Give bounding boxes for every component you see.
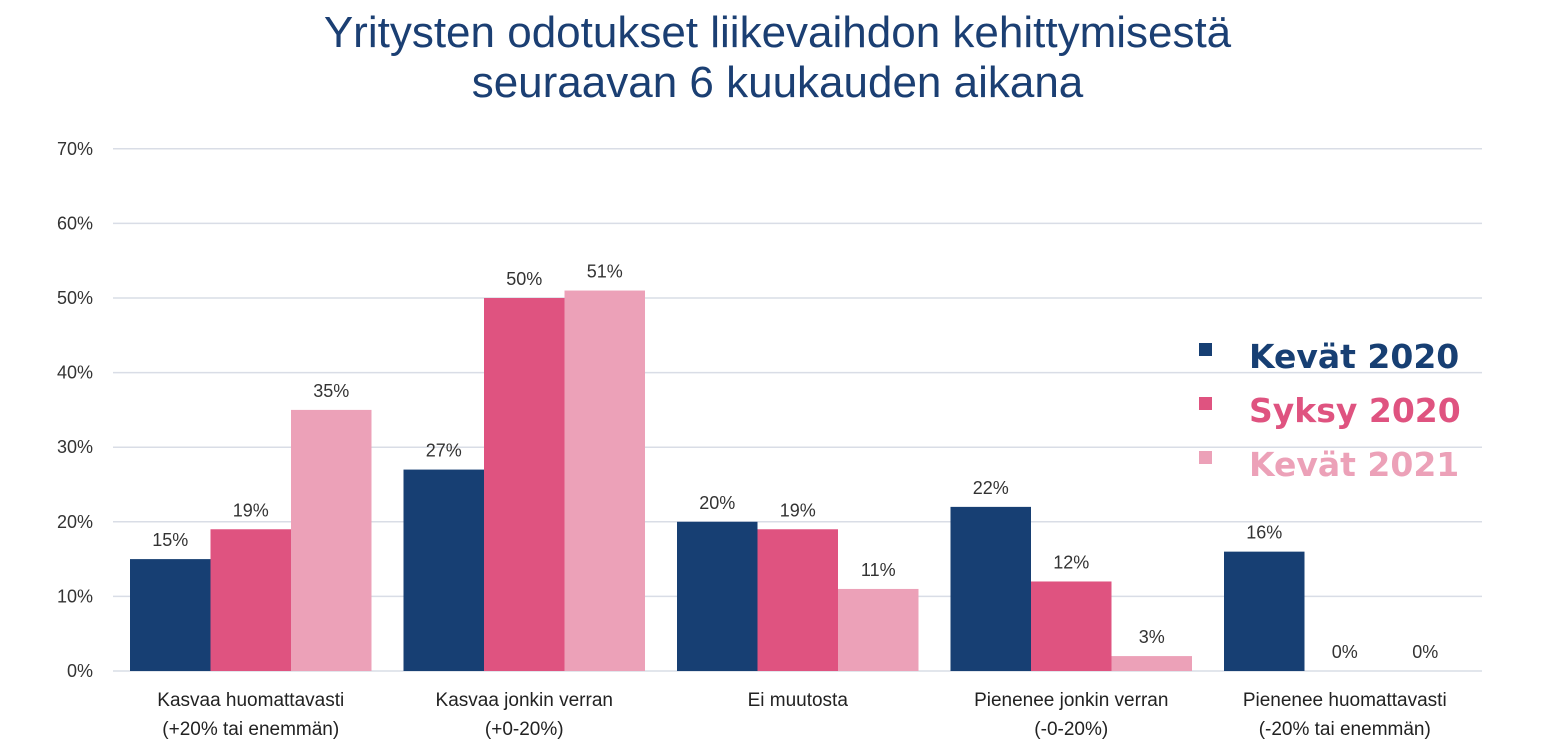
data-label: 35% bbox=[313, 381, 349, 401]
data-label: 15% bbox=[152, 530, 188, 550]
legend-marker bbox=[1199, 397, 1212, 410]
legend: Kevät 2020 Syksy 2020 Kevät 2021 bbox=[1199, 337, 1461, 484]
bars bbox=[130, 290, 1305, 671]
data-label: 22% bbox=[973, 478, 1009, 498]
bar bbox=[838, 588, 919, 671]
bar bbox=[950, 506, 1031, 671]
data-label: 16% bbox=[1246, 523, 1282, 543]
legend-marker bbox=[1199, 343, 1212, 356]
data-label: 0% bbox=[1332, 642, 1358, 662]
category-label: Kasvaa jonkin verran bbox=[436, 690, 613, 711]
bar bbox=[1111, 656, 1192, 671]
data-label: 19% bbox=[233, 500, 269, 520]
bar bbox=[1224, 551, 1305, 671]
category-label: (-20% tai enemmän) bbox=[1259, 719, 1431, 740]
y-tick-label: 70% bbox=[57, 139, 93, 159]
data-label: 50% bbox=[506, 269, 542, 289]
data-label: 0% bbox=[1412, 642, 1438, 662]
data-label: 12% bbox=[1053, 552, 1089, 572]
gridlines bbox=[113, 148, 1482, 672]
chart-title: Yritysten odotukset liikevaihdon kehitty… bbox=[0, 8, 1555, 108]
category-label: (-0-20%) bbox=[1034, 719, 1108, 740]
data-label: 19% bbox=[780, 500, 816, 520]
data-labels: 15% 27% 20% 22% 16% 19% 50% 19% 12% 0% 35% 51% 11% 3%… bbox=[152, 262, 1438, 662]
bar bbox=[757, 529, 838, 671]
x-axis-categories: Kasvaa huomattavasti (+20% tai enemmän) Ka… bbox=[157, 690, 1446, 740]
data-label: 51% bbox=[587, 262, 623, 282]
bar bbox=[210, 529, 291, 671]
category-label: Pienenee huomattavasti bbox=[1243, 690, 1447, 711]
bar bbox=[677, 521, 758, 671]
y-tick-label: 40% bbox=[57, 363, 93, 383]
y-tick-label: 50% bbox=[57, 288, 93, 308]
bar bbox=[1031, 581, 1112, 671]
category-label: Pienenee jonkin verran bbox=[974, 690, 1168, 711]
y-tick-label: 60% bbox=[57, 213, 93, 233]
legend-label: Kevät 2021 bbox=[1249, 445, 1459, 484]
y-axis-ticks: 0% 10% 20% 30% 40% 50% 60% 70% bbox=[57, 139, 93, 681]
category-label: Ei muutosta bbox=[748, 690, 849, 711]
data-label: 27% bbox=[426, 441, 462, 461]
bar bbox=[291, 409, 372, 671]
chart-title-line-2: seuraavan 6 kuukauden aikana bbox=[471, 58, 1084, 107]
bar bbox=[403, 469, 484, 671]
y-tick-label: 10% bbox=[57, 586, 93, 606]
data-label: 20% bbox=[699, 493, 735, 513]
category-label: (+0-20%) bbox=[485, 719, 564, 740]
bar bbox=[564, 290, 645, 671]
legend-label: Kevät 2020 bbox=[1249, 337, 1459, 376]
y-tick-label: 30% bbox=[57, 437, 93, 457]
data-label: 11% bbox=[861, 560, 896, 580]
category-label: (+20% tai enemmän) bbox=[162, 719, 339, 740]
category-label: Kasvaa huomattavasti bbox=[157, 690, 344, 711]
y-tick-label: 20% bbox=[57, 512, 93, 532]
legend-marker bbox=[1199, 451, 1212, 464]
legend-label: Syksy 2020 bbox=[1249, 391, 1461, 430]
data-label: 3% bbox=[1139, 627, 1165, 647]
chart-title-line-1: Yritysten odotukset liikevaihdon kehitty… bbox=[323, 8, 1232, 57]
y-tick-label: 0% bbox=[67, 661, 93, 681]
bar bbox=[130, 559, 211, 671]
bar bbox=[484, 298, 565, 671]
